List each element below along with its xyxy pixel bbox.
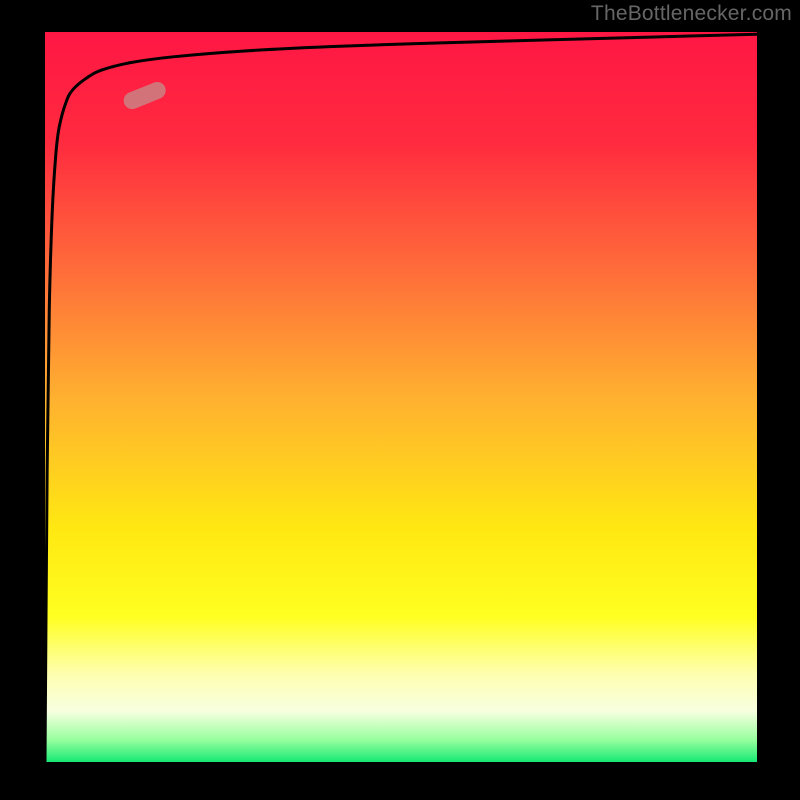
- watermark-label: TheBottlenecker.com: [591, 2, 792, 26]
- chart-frame: TheBottlenecker.com: [0, 0, 800, 800]
- plot-area: [45, 32, 757, 762]
- bottleneck-plot: [0, 0, 800, 800]
